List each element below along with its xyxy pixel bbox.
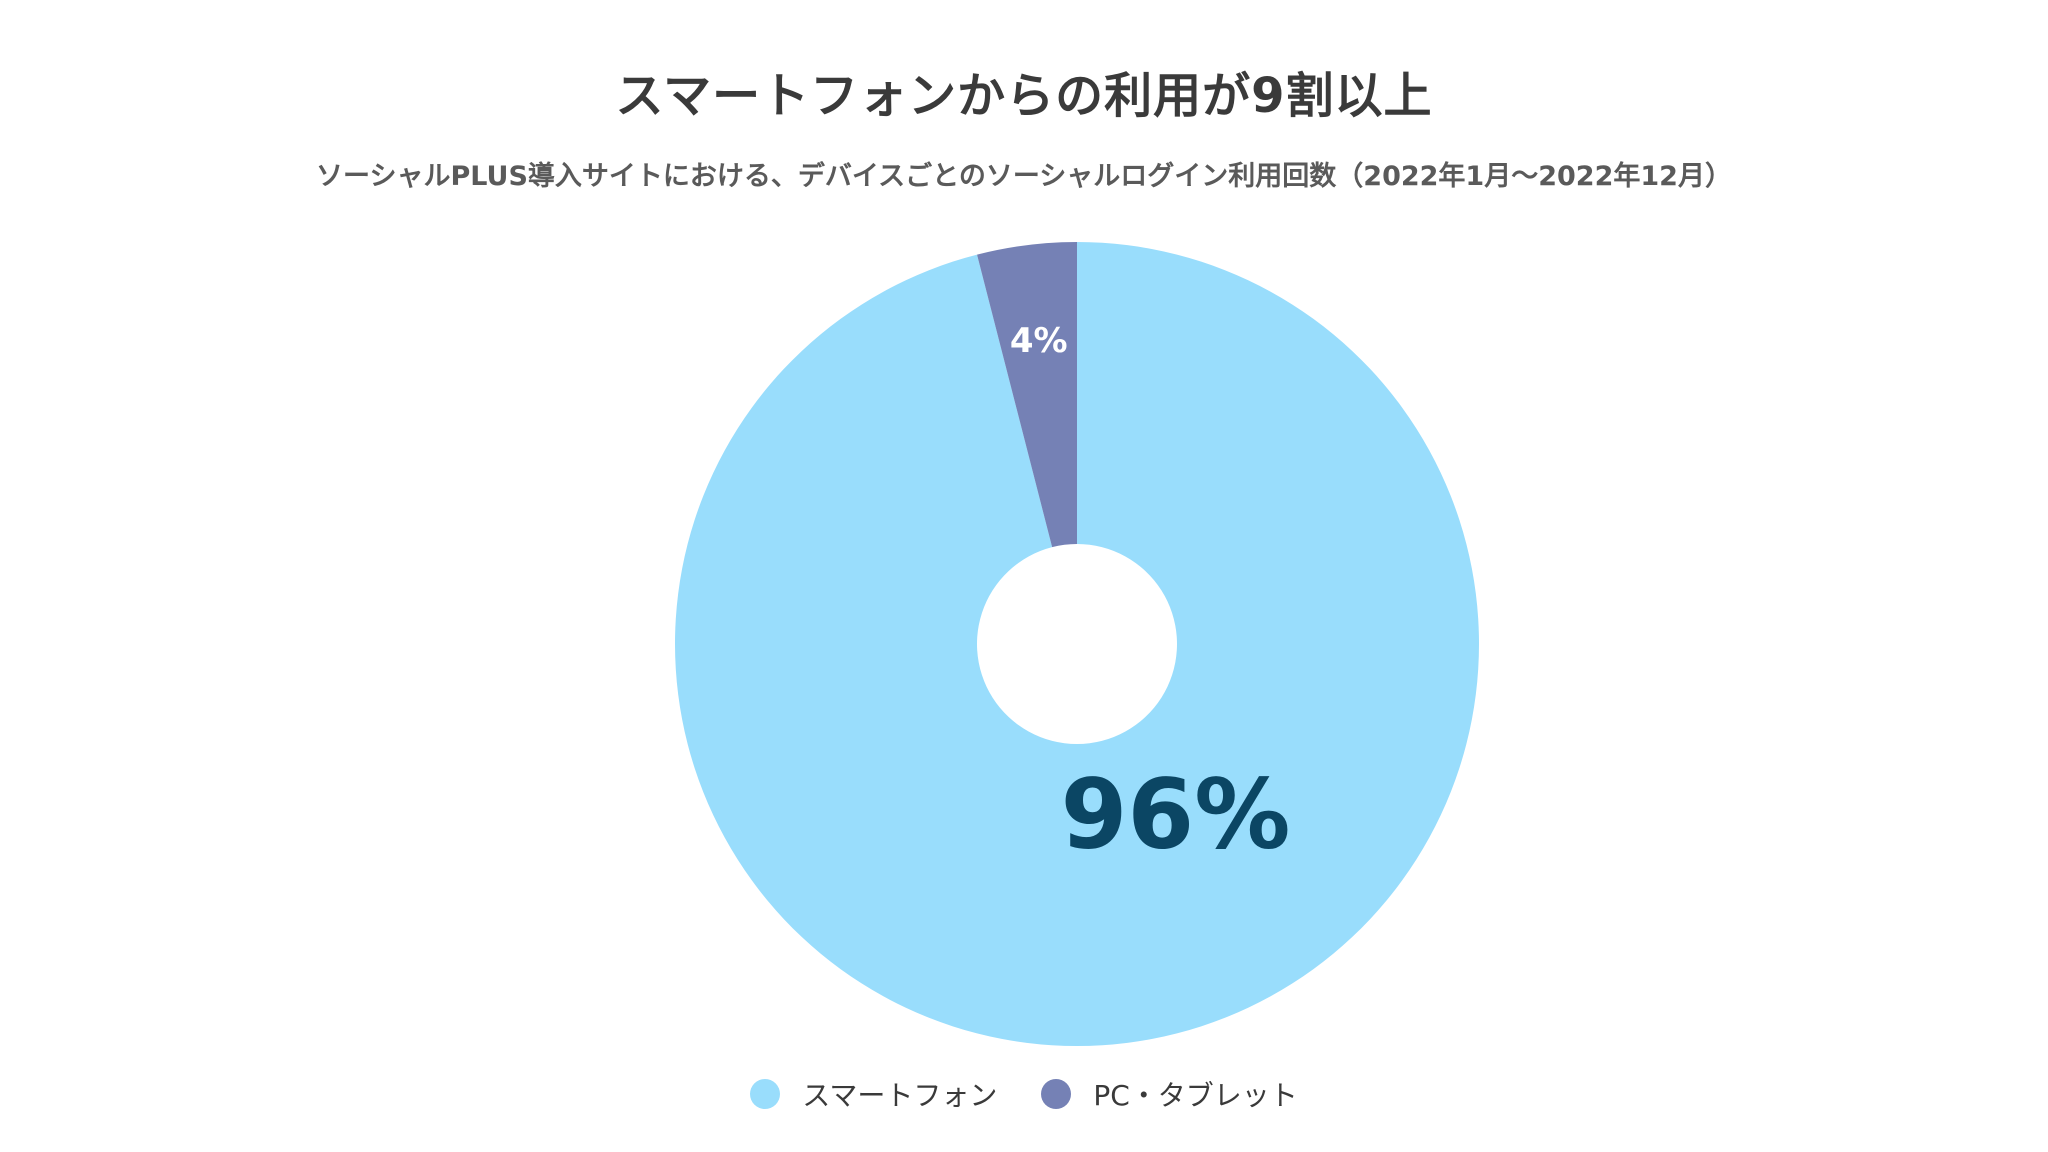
legend-swatch-pc-tablet	[1041, 1079, 1072, 1109]
legend-label-smartphone: スマートフォン	[802, 1079, 998, 1112]
chart-legend: スマートフォン PC・タブレット	[0, 1074, 2048, 1114]
legend-item-smartphone: スマートフォン	[750, 1074, 997, 1114]
data-label-pc-tablet: 4%	[1010, 321, 1068, 361]
chart-subtitle: ソーシャルPLUS導入サイトにおける、デバイスごとのソーシャルログイン利用回数（…	[316, 161, 1732, 192]
slice-smartphone	[674, 242, 1479, 1046]
data-label-smartphone: 96%	[1061, 759, 1291, 871]
legend-label-pc-tablet: PC・タブレット	[1093, 1079, 1298, 1112]
slice-pc-tablet	[977, 242, 1077, 548]
chart-title: スマートフォンからの利用が9割以上	[615, 68, 1433, 124]
legend-swatch-smartphone	[750, 1079, 781, 1109]
legend-item-pc-tablet: PC・タブレット	[1041, 1074, 1298, 1114]
